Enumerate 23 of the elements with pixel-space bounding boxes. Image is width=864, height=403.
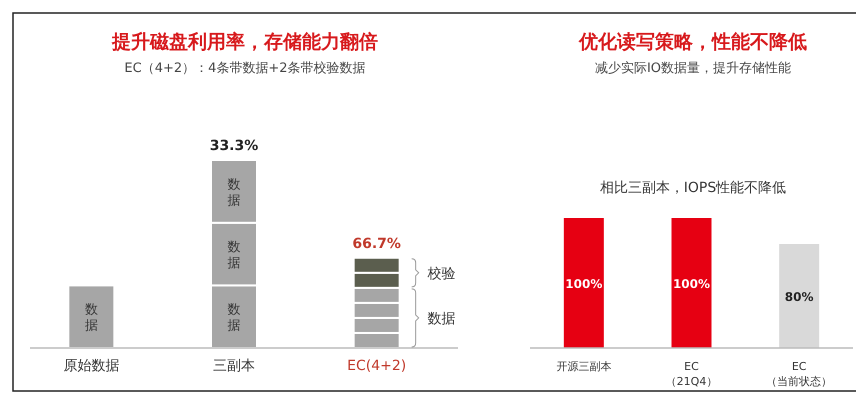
annotation: 数据 — [228, 302, 240, 334]
data-label: 100% — [672, 277, 710, 291]
chart-title: 优化读写策略，性能不降低 — [578, 31, 807, 53]
x-tick-label: EC(4+2) — [347, 358, 406, 374]
x-tick-label: 原始数据 — [63, 358, 120, 374]
data-label: 80% — [784, 290, 814, 304]
text: 相比三副本，IOPS性能不降低 — [600, 180, 786, 196]
annotation: 66.7% — [352, 236, 401, 252]
chart-subtitle: 减少实际IO数据量，提升存储性能 — [594, 61, 792, 76]
annotation: 校验 — [426, 266, 456, 282]
chart-subtitle: EC（4+2）：4条带数据+2条带校验数据 — [124, 61, 366, 76]
x-tick-label: EC （当前状态） — [766, 360, 832, 388]
x-tick-label: 开源三副本 — [556, 360, 612, 373]
annotation: 数据 — [428, 310, 456, 327]
x-tick-label: EC （21Q4） — [666, 360, 718, 388]
data-label: 100% — [565, 277, 602, 291]
chart-title: 提升磁盘利用率，存储能力翻倍 — [111, 31, 378, 53]
annotation: 数据 — [84, 302, 98, 334]
bar — [67, 284, 116, 349]
annotation: 数据 — [228, 240, 240, 272]
annotation: 33.3% — [210, 138, 258, 154]
annotation: 数据 — [228, 177, 240, 208]
x-tick-label: 三副本 — [213, 358, 255, 374]
